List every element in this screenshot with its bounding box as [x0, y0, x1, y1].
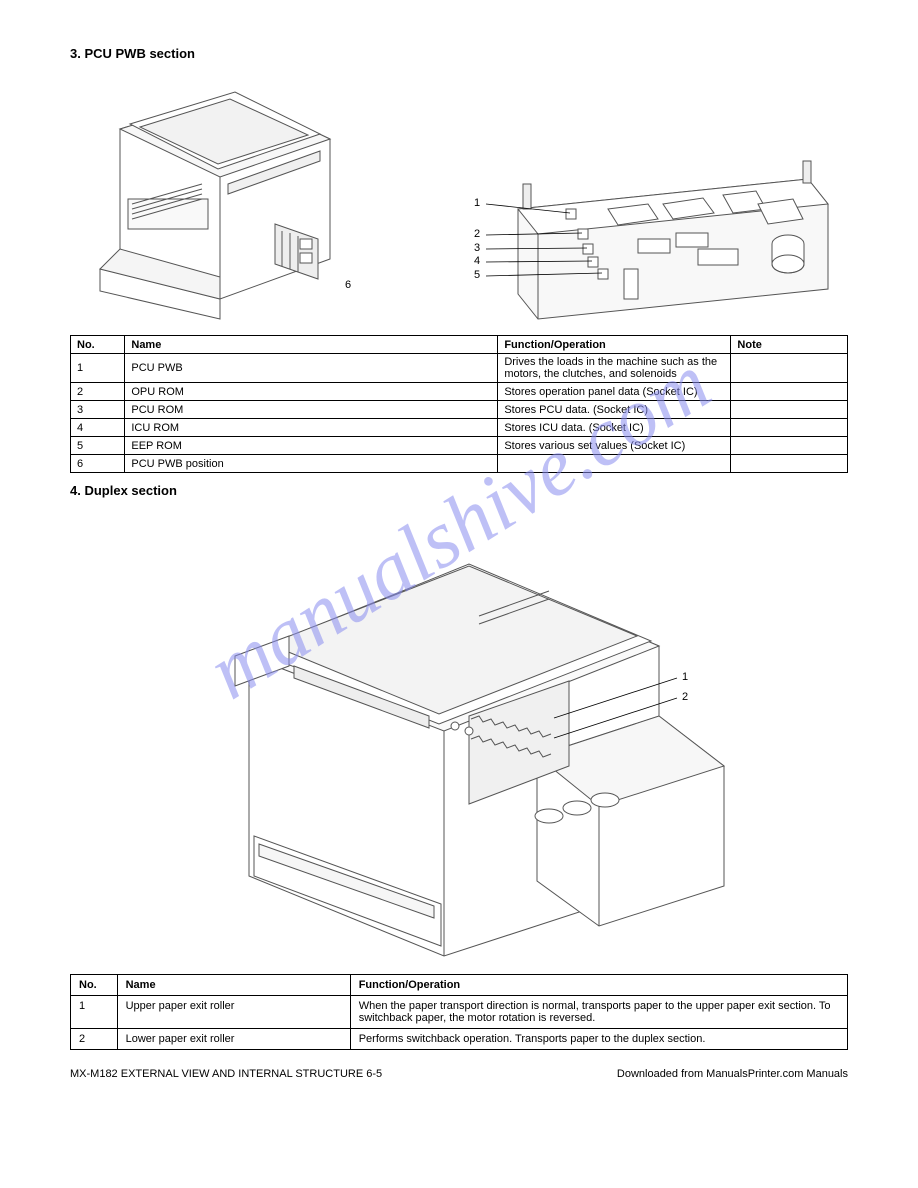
cell: 2	[71, 383, 125, 401]
th-name: Name	[117, 975, 350, 996]
table-row: No. Name Function/Operation Note	[71, 336, 848, 354]
th-name: Name	[125, 336, 498, 354]
cell	[731, 354, 848, 383]
cell: PCU PWB	[125, 354, 498, 383]
table-row: No. Name Function/Operation	[71, 975, 848, 996]
cell: Performs switchback operation. Transport…	[350, 1029, 847, 1050]
table-row: 5 EEP ROM Stores various set values (Soc…	[71, 437, 848, 455]
cell: PCU ROM	[125, 401, 498, 419]
cell: 4	[71, 419, 125, 437]
cell: When the paper transport direction is no…	[350, 996, 847, 1029]
cell: ICU ROM	[125, 419, 498, 437]
callout-d2: 2	[682, 691, 688, 703]
cell	[731, 401, 848, 419]
table-row: 3 PCU ROM Stores PCU data. (Socket IC)	[71, 401, 848, 419]
duplex-table: No. Name Function/Operation 1 Upper pape…	[70, 974, 848, 1050]
cell: 2	[71, 1029, 118, 1050]
cell: Stores PCU data. (Socket IC)	[498, 401, 731, 419]
table-row: 2 OPU ROM Stores operation panel data (S…	[71, 383, 848, 401]
callout-6: 6	[345, 279, 351, 291]
cell	[498, 455, 731, 473]
cell: Stores operation panel data (Socket IC)	[498, 383, 731, 401]
cell: 5	[71, 437, 125, 455]
cell: PCU PWB position	[125, 455, 498, 473]
footer-left: MX-M182 EXTERNAL VIEW AND INTERNAL STRUC…	[70, 1068, 382, 1080]
cell: Drives the loads in the machine such as …	[498, 354, 731, 383]
callout-5: 5	[474, 269, 480, 281]
cell: OPU ROM	[125, 383, 498, 401]
cell: EEP ROM	[125, 437, 498, 455]
th-note: Note	[731, 336, 848, 354]
cell: Stores various set values (Socket IC)	[498, 437, 731, 455]
th-func: Function/Operation	[350, 975, 847, 996]
cell: Upper paper exit roller	[117, 996, 350, 1029]
fig-pwb-board: 1 2 3 4 5	[448, 149, 848, 329]
cell: 1	[71, 996, 118, 1029]
cell: Lower paper exit roller	[117, 1029, 350, 1050]
table-row: 1 Upper paper exit roller When the paper…	[71, 996, 848, 1029]
callout-2: 2	[474, 228, 480, 240]
cell: Stores ICU data. (Socket IC)	[498, 419, 731, 437]
pcu-table: No. Name Function/Operation Note 1 PCU P…	[70, 335, 848, 473]
fig-printer-pcu: 6	[70, 69, 370, 329]
cell: 1	[71, 354, 125, 383]
table-row: 2 Lower paper exit roller Performs switc…	[71, 1029, 848, 1050]
cell	[731, 383, 848, 401]
fig-duplex: 1 2	[179, 506, 739, 966]
callout-d1: 1	[682, 671, 688, 683]
cell	[731, 437, 848, 455]
cell	[731, 455, 848, 473]
th-no: No.	[71, 975, 118, 996]
th-no: No.	[71, 336, 125, 354]
table-row: 4 ICU ROM Stores ICU data. (Socket IC)	[71, 419, 848, 437]
page-footer: MX-M182 EXTERNAL VIEW AND INTERNAL STRUC…	[70, 1068, 848, 1080]
cell: 6	[71, 455, 125, 473]
callout-1: 1	[474, 197, 480, 209]
figures-row: 6	[70, 69, 848, 329]
section1-title: 3. PCU PWB section	[70, 46, 848, 61]
cell	[731, 419, 848, 437]
table-row: 6 PCU PWB position	[71, 455, 848, 473]
callout-4: 4	[474, 255, 480, 267]
cell: 3	[71, 401, 125, 419]
section2-title: 4. Duplex section	[70, 483, 848, 498]
table-row: 1 PCU PWB Drives the loads in the machin…	[71, 354, 848, 383]
callout-3: 3	[474, 242, 480, 254]
footer-right: Downloaded from ManualsPrinter.com Manua…	[617, 1068, 848, 1080]
th-func: Function/Operation	[498, 336, 731, 354]
